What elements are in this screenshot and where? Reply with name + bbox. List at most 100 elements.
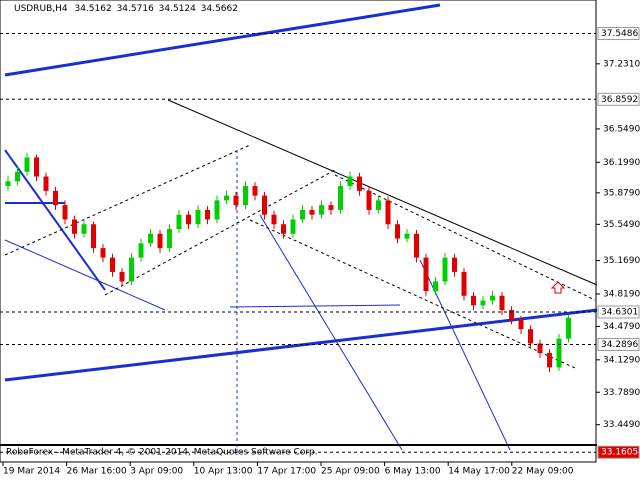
- y-tick-label: 36.1990: [603, 158, 640, 168]
- level-label-box: [597, 27, 640, 41]
- candle-body: [499, 295, 505, 311]
- candle-body: [547, 353, 552, 368]
- candle-body: [15, 171, 20, 182]
- candle-body: [404, 233, 410, 239]
- candle-body: [537, 343, 543, 354]
- y-tick-label: 33.7890: [603, 388, 640, 398]
- candle-body: [490, 295, 495, 301]
- x-tick-label: 17 Apr 17:00: [257, 467, 316, 477]
- x-tick-label: 25 Apr 09:00: [321, 467, 380, 477]
- candle-body: [110, 257, 115, 272]
- candle-body: [72, 219, 77, 234]
- candle-body: [252, 186, 258, 196]
- footer: RoboForex - MetaTrader 4, © 2001-2014, M…: [6, 448, 318, 458]
- level-label-box: [597, 92, 640, 106]
- candle-body: [395, 224, 400, 239]
- level-label: 37.5486: [601, 29, 638, 39]
- level-label: 36.8592: [601, 95, 638, 105]
- candle-body: [281, 224, 286, 234]
- header: USDRUB,H4 34.5162 34.5716 34.5124 34.566…: [14, 4, 238, 14]
- level-label-box: [597, 305, 640, 319]
- candle-body: [119, 271, 125, 282]
- level-label: 34.6301: [601, 308, 638, 318]
- level-label-box: [597, 445, 640, 459]
- high: 34.5716: [117, 4, 154, 14]
- level-label: 33.1605: [601, 448, 638, 458]
- candle-body: [376, 200, 381, 210]
- candle-body: [34, 157, 39, 177]
- y-tick-label: 35.8790: [603, 188, 640, 198]
- open: 34.5162: [74, 4, 111, 14]
- candle-body: [528, 329, 533, 344]
- x-tick-label: 22 May 09:00: [512, 467, 574, 477]
- candle-body: [53, 190, 58, 206]
- candle-body: [148, 233, 153, 244]
- candle-body: [176, 214, 182, 229]
- candle-body: [262, 195, 267, 215]
- candle-body: [319, 205, 324, 215]
- channel-line: [104, 169, 336, 296]
- x-tick-label: 14 May 17:00: [448, 467, 510, 477]
- y-tick-label: 37.2310: [603, 59, 640, 69]
- candle-body: [195, 209, 201, 225]
- candle-body: [509, 310, 514, 320]
- channel-line: [4, 144, 251, 256]
- candle-body: [423, 257, 429, 292]
- candle-body: [43, 176, 49, 191]
- candle-body: [129, 257, 134, 282]
- candle-body: [347, 176, 353, 187]
- candle-body: [309, 209, 315, 215]
- candle-body: [471, 295, 476, 306]
- y-tick-label: 34.1290: [603, 355, 640, 365]
- level-label-box: [597, 337, 640, 351]
- candle-body: [24, 157, 30, 172]
- trend-line: [229, 304, 401, 308]
- candle-body: [138, 243, 144, 258]
- y-tick-label: 35.1690: [603, 256, 640, 266]
- candle-body: [271, 214, 277, 225]
- arrow-icon: [550, 281, 566, 294]
- close: 34.5662: [201, 4, 238, 14]
- x-tick-label: 26 Mar 16:00: [67, 467, 127, 477]
- candle-body: [452, 257, 457, 272]
- y-tick-label: 33.4490: [603, 420, 640, 430]
- candle-body: [100, 248, 106, 258]
- candle-body: [233, 195, 239, 206]
- x-tick-label: 19 Mar 2014: [3, 467, 60, 477]
- y-tick-label: 35.5490: [603, 220, 640, 230]
- trend-line: [4, 308, 598, 382]
- y-tick-label: 34.8190: [603, 289, 640, 299]
- trend-line: [4, 239, 166, 311]
- candle-body: [480, 300, 486, 306]
- candle-body: [243, 186, 248, 206]
- candle-body: [556, 338, 562, 368]
- candle-body: [357, 176, 362, 191]
- trend-line: [4, 3, 441, 77]
- candle-body: [214, 200, 220, 220]
- candle-body: [157, 233, 163, 249]
- candle-body: [5, 181, 11, 187]
- candle-body: [433, 281, 438, 292]
- candle-body: [566, 317, 571, 339]
- candle-body: [338, 186, 343, 210]
- candle-body: [366, 190, 372, 210]
- candle-body: [186, 214, 191, 225]
- level-label: 34.2896: [601, 340, 638, 350]
- candle-body: [385, 200, 391, 225]
- y-tick-label: 36.5490: [603, 124, 640, 134]
- candle-body: [205, 209, 210, 220]
- candle-body: [224, 195, 229, 201]
- candle-body: [290, 219, 296, 234]
- plot-frame: [0, 0, 597, 463]
- candle-body: [62, 205, 68, 220]
- candle-body: [442, 257, 448, 282]
- x-tick-label: 10 Apr 13:00: [194, 467, 253, 477]
- candle-body: [81, 224, 87, 234]
- candle-body: [518, 319, 524, 330]
- candle-body: [167, 229, 172, 249]
- trend-line: [259, 214, 403, 451]
- candle-body: [328, 205, 334, 210]
- trend-line: [4, 149, 106, 291]
